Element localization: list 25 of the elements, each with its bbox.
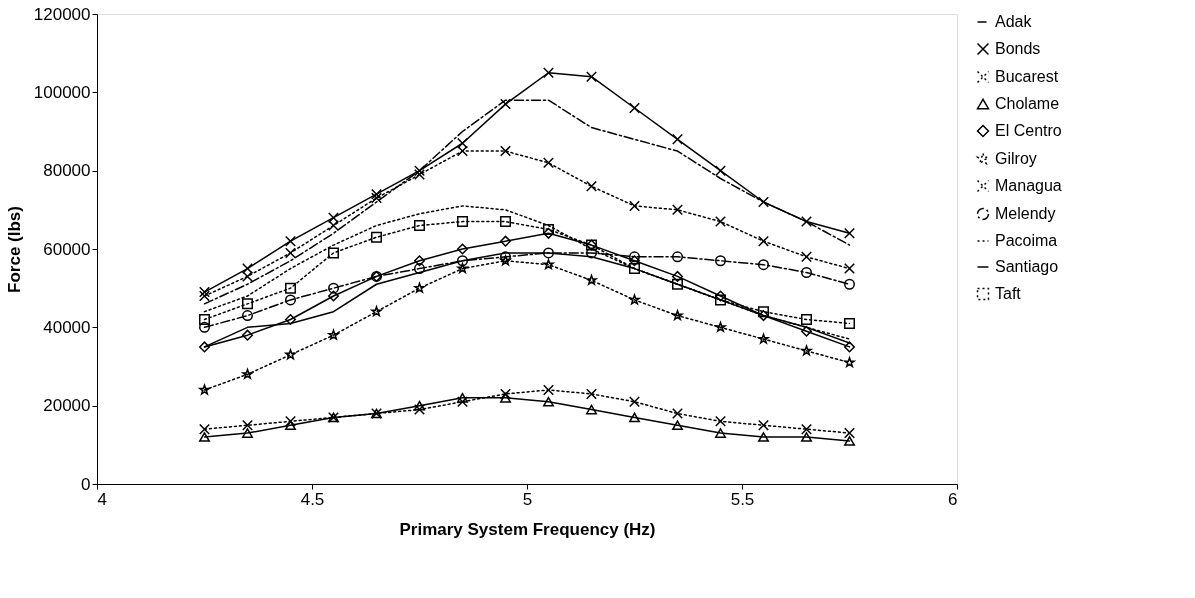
- y-axis-title: Force (lbs): [4, 206, 24, 293]
- x-tick-label: 4: [97, 489, 107, 509]
- legend-label: Gilroy: [995, 150, 1037, 167]
- legend-label: El Centro: [995, 122, 1062, 139]
- x-tick-label: 5: [522, 489, 533, 509]
- y-tick-label: 0: [81, 474, 91, 494]
- legend-label: Adak: [995, 13, 1033, 30]
- y-tick-label: 80000: [43, 161, 91, 181]
- legend-label: Managua: [995, 177, 1062, 194]
- legend-label: Melendy: [995, 205, 1056, 222]
- x-axis-title: Primary System Frequency (Hz): [399, 519, 656, 539]
- y-tick-label: 100000: [33, 82, 91, 102]
- legend-label: Bucarest: [995, 68, 1059, 85]
- x-tick-label: 6: [948, 489, 958, 509]
- legend-label: Santiago: [995, 258, 1059, 275]
- legend-label: Pacoima: [995, 232, 1058, 249]
- legend-label: Taft: [995, 285, 1022, 302]
- x-tick-label: 5.5: [730, 489, 755, 509]
- y-tick-label: 20000: [43, 396, 91, 416]
- y-tick-label: 60000: [43, 239, 91, 259]
- legend-label: Cholame: [995, 95, 1060, 112]
- x-tick-label: 4.5: [300, 489, 325, 509]
- y-tick-label: 40000: [43, 317, 91, 337]
- legend-label: Bonds: [995, 40, 1041, 57]
- y-tick-label: 120000: [33, 4, 91, 24]
